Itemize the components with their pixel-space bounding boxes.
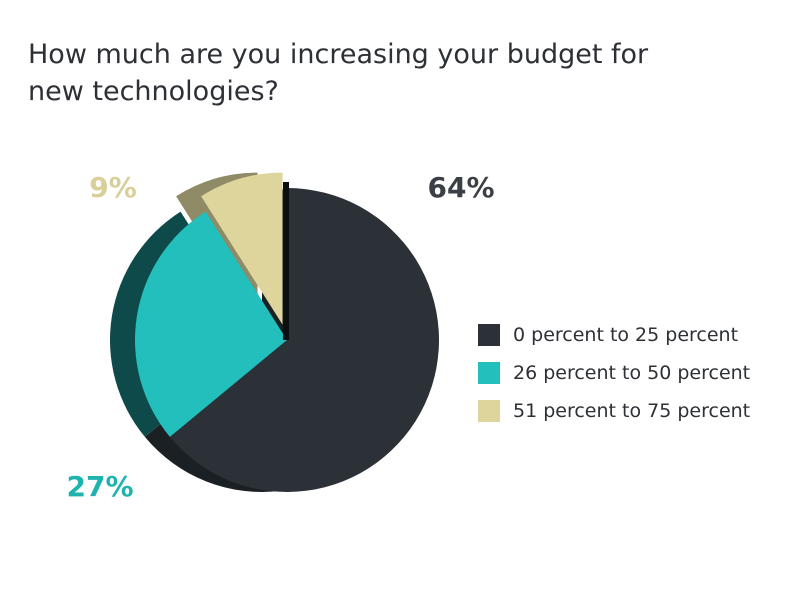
legend-label-2: 51 percent to 75 percent: [513, 400, 751, 422]
chart-title-line-2: new technologies?: [28, 76, 279, 107]
pie-value-label-2: 9%: [89, 171, 137, 204]
pie-slice-2: [201, 172, 283, 325]
legend-label-1: 26 percent to 50 percent: [513, 362, 751, 384]
legend-item-0: 0 percent to 25 percent: [478, 316, 750, 354]
chart-title: How much are you increasing your budget …: [28, 36, 728, 110]
pie-slice-1: [134, 211, 287, 437]
legend-swatch-2: [478, 400, 500, 422]
legend-swatch-0: [478, 324, 500, 346]
chart-title-line-1: How much are you increasing your budget …: [28, 39, 649, 70]
pie-slice-0: [169, 188, 439, 493]
legend-item-1: 26 percent to 50 percent: [478, 354, 750, 392]
pie-value-label-1: 27%: [66, 470, 133, 503]
pie-value-label-0: 64%: [427, 171, 494, 204]
legend-label-0: 0 percent to 25 percent: [513, 324, 739, 346]
legend-swatch-1: [478, 362, 500, 384]
legend-item-2: 51 percent to 75 percent: [478, 392, 750, 430]
pie-top-edge: [283, 182, 289, 340]
legend: 0 percent to 25 percent 26 percent to 50…: [478, 316, 750, 430]
